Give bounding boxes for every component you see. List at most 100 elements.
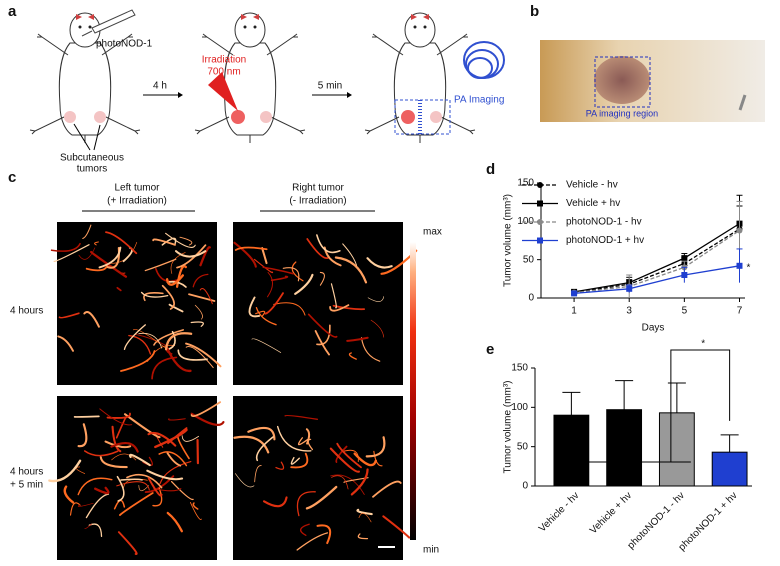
colorbar-label: min: [423, 545, 439, 556]
y-tick-label: 0: [528, 293, 534, 304]
vessel: [348, 352, 357, 360]
x-tick-label: 5: [682, 306, 688, 317]
vessel: [370, 319, 385, 338]
row-label: 4 hours: [10, 306, 43, 317]
vessel: [83, 450, 119, 457]
vessel: [140, 291, 169, 298]
vessel: [165, 274, 185, 286]
panel-label: a: [8, 3, 17, 20]
vessel: [190, 401, 222, 418]
x-tick-label: 1: [571, 306, 577, 317]
vessel: [147, 477, 163, 497]
vessel: [234, 246, 268, 251]
x-tick-label: 7: [737, 306, 743, 317]
photo: [540, 40, 765, 122]
legend-label: Vehicle + hv: [566, 198, 620, 209]
vessel: [367, 296, 385, 302]
vessel: [290, 456, 300, 465]
vessel: [188, 293, 216, 302]
vessel: [174, 250, 207, 258]
vessel: [179, 236, 193, 246]
vessel: [330, 283, 337, 309]
photo-label: PA imaging region: [586, 108, 658, 118]
x-tick-label: photoNOD-1 - hv: [626, 490, 687, 551]
bar: [658, 412, 695, 487]
vessel: [111, 425, 122, 453]
row-label: + 5 min: [10, 480, 43, 491]
vessel: [296, 491, 316, 517]
vessel: [98, 246, 122, 269]
vessel: [233, 241, 257, 268]
schematic-label: Subcutaneous: [60, 153, 124, 164]
vessel: [357, 533, 369, 540]
vessel: [185, 345, 214, 369]
vessel: [358, 513, 372, 523]
vessel: [373, 450, 383, 467]
vessel: [110, 442, 139, 453]
marker: [681, 255, 688, 262]
vessel: [316, 524, 332, 545]
vessel: [307, 438, 314, 451]
vessel: [82, 224, 92, 240]
vessel: [166, 452, 182, 467]
y-axis-label: Tumor volume (mm³): [503, 194, 514, 287]
vessel: [276, 425, 312, 452]
legend-marker: [537, 200, 543, 207]
vessel: [251, 338, 282, 353]
y-tick-label: 150: [511, 363, 528, 374]
vessel: [262, 266, 294, 275]
y-tick-label: 50: [517, 441, 529, 452]
annotation: *: [746, 262, 750, 273]
vessel: [194, 304, 203, 320]
vessel: [253, 258, 274, 274]
vessel: [126, 473, 163, 489]
vessel: [147, 431, 177, 447]
vessel: [168, 303, 184, 313]
vessel: [177, 349, 208, 361]
vessel: [356, 508, 373, 516]
legend-marker: [537, 182, 543, 188]
vessel: [165, 345, 192, 373]
vessel: [297, 437, 309, 446]
series-line: [573, 228, 740, 294]
vessel: [99, 455, 128, 469]
legend-label: photoNOD-1 + hv: [566, 235, 644, 246]
vessel: [83, 311, 100, 328]
vessel: [105, 231, 138, 255]
vessel: [192, 502, 199, 510]
vessel: [168, 418, 186, 421]
vessel: [85, 264, 109, 272]
vessel: [190, 321, 204, 327]
column-header: Right tumor: [292, 183, 344, 194]
vessel: [166, 511, 183, 533]
column-header: (- Irradiation): [289, 196, 346, 207]
panel-label: c: [8, 169, 16, 186]
vessel: [117, 531, 138, 555]
vessel: [350, 468, 369, 496]
schematic-label: PA Imaging: [454, 95, 504, 106]
vessel: [77, 423, 88, 448]
vessel: [161, 284, 175, 310]
vessel: [90, 250, 128, 278]
vessel: [291, 261, 304, 282]
vessel: [366, 257, 393, 269]
vessel: [104, 440, 132, 449]
vessel: [170, 480, 194, 501]
vessel: [167, 330, 176, 351]
vessel: [254, 465, 262, 483]
y-tick-label: 0: [522, 481, 528, 492]
vessel: [262, 496, 288, 508]
vessel: [57, 335, 74, 352]
vessel: [314, 330, 331, 356]
vessel: [111, 453, 137, 461]
vessel: [233, 435, 270, 454]
vessel: [77, 477, 113, 496]
vessel: [282, 267, 300, 282]
vessel: [346, 336, 369, 342]
vessel: [261, 247, 268, 265]
vessel: [94, 241, 99, 246]
vessel: [158, 451, 188, 467]
legend-label: photoNOD-1 - hv: [566, 217, 642, 228]
vessel: [143, 292, 164, 302]
vessel: [329, 304, 350, 312]
